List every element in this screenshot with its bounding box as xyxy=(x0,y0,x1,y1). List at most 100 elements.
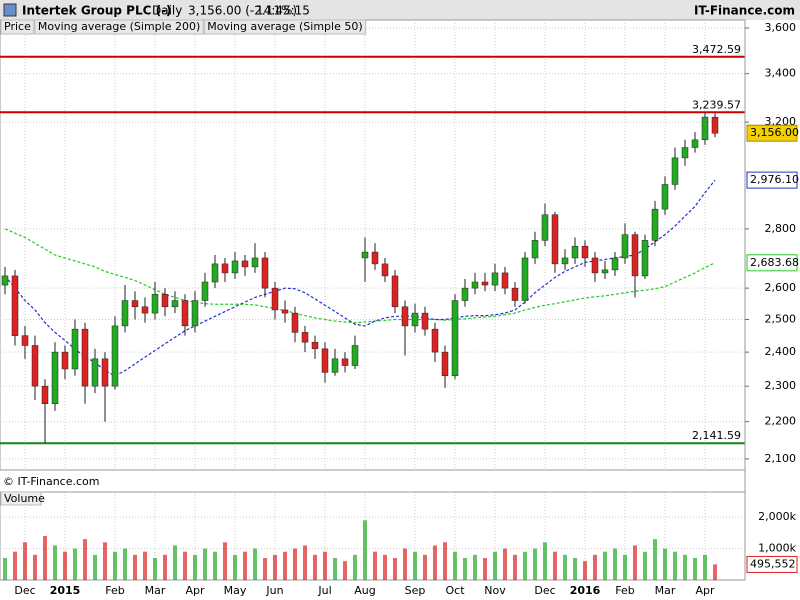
volume-bar xyxy=(283,551,287,580)
volume-bar xyxy=(653,539,657,580)
value-label-box xyxy=(746,555,798,573)
candle-body xyxy=(301,332,309,343)
legend-entry[interactable]: Price xyxy=(0,19,35,35)
candle-body xyxy=(501,272,509,289)
candle-body xyxy=(651,208,659,241)
candle-body xyxy=(711,116,719,134)
header-bar xyxy=(0,0,800,20)
candle-body xyxy=(241,260,249,268)
y-tick-label: 3,600 xyxy=(765,21,797,34)
volume-bar xyxy=(623,554,627,580)
candle-body xyxy=(261,257,269,289)
volume-bar xyxy=(603,551,607,580)
volume-bar xyxy=(143,551,147,580)
candle-body xyxy=(211,263,219,283)
volume-bar xyxy=(163,554,167,580)
level-label: 2,141.59 xyxy=(692,429,741,442)
x-tick-label: Dec xyxy=(14,584,35,597)
legend-box xyxy=(34,19,204,35)
volume-bar xyxy=(483,558,487,580)
volume-bar xyxy=(113,551,117,580)
volume-bar xyxy=(183,551,187,580)
volume-bar xyxy=(133,554,137,580)
last-price: 3,156.00 (-2.11%) xyxy=(188,4,297,18)
candle-body xyxy=(421,312,429,330)
value-label: 495,552 xyxy=(750,557,796,570)
candle-body xyxy=(531,240,539,259)
volume-bar xyxy=(93,554,97,580)
volume-bar xyxy=(553,551,557,580)
volume-bar xyxy=(323,551,327,580)
candle-body xyxy=(571,245,579,259)
candle-body xyxy=(111,325,119,387)
candle-body xyxy=(161,294,169,308)
candle-body xyxy=(51,351,59,404)
candle-body xyxy=(341,358,349,366)
volume-bar xyxy=(153,558,157,580)
value-label: 3,156.00 xyxy=(750,126,799,139)
time: 14:45:15 xyxy=(256,4,310,18)
y-tick-label: 2,000k xyxy=(758,510,796,523)
volume-bar xyxy=(693,558,697,580)
value-label-box xyxy=(746,171,798,189)
legend-entry[interactable]: Moving average (Simple 200) xyxy=(34,19,204,35)
volume-bar xyxy=(373,551,377,580)
x-tick-label: Jul xyxy=(317,584,331,597)
volume-bar xyxy=(493,551,497,580)
volume-bar xyxy=(433,545,437,580)
y-tick-label: 2,200 xyxy=(765,415,797,428)
moving-average xyxy=(4,228,716,324)
candle-body xyxy=(41,385,49,404)
menu-icon[interactable] xyxy=(3,3,17,17)
x-tick-label: Feb xyxy=(105,584,124,597)
volume-bar xyxy=(193,554,197,580)
x-tick-label: 2016 xyxy=(570,584,601,597)
volume-bar xyxy=(633,545,637,580)
y-tick-label: 1,000k xyxy=(758,542,796,555)
x-tick-label: Apr xyxy=(185,584,205,597)
volume-bar xyxy=(253,548,257,580)
candle-body xyxy=(511,287,519,301)
volume-bar xyxy=(563,554,567,580)
volume-bar xyxy=(13,551,17,580)
candle-body xyxy=(371,251,379,265)
candle-body xyxy=(131,300,139,308)
volume-bar xyxy=(533,548,537,580)
legend-entry[interactable]: Moving average (Simple 50) xyxy=(203,19,367,35)
legend-label: Price xyxy=(4,20,31,33)
candle-body xyxy=(401,306,409,327)
volume-bar xyxy=(423,554,427,580)
candle-body xyxy=(541,214,549,241)
candle-body xyxy=(451,300,459,377)
volume-bar xyxy=(353,554,357,580)
volume-bar xyxy=(673,551,677,580)
volume-bar xyxy=(523,551,527,580)
volume-title: Volume xyxy=(4,492,45,505)
volume-bar xyxy=(233,554,237,580)
legend-box xyxy=(0,19,35,35)
volume-bar xyxy=(103,542,107,580)
volume-bar xyxy=(613,548,617,580)
volume-bar xyxy=(203,548,207,580)
volume-bar xyxy=(243,551,247,580)
value-label: 2,683.68 xyxy=(750,256,799,269)
candle-body xyxy=(481,281,489,286)
x-tick-label: Sep xyxy=(405,584,426,597)
candle-body xyxy=(121,300,129,327)
candle-body xyxy=(321,348,329,373)
candle-body xyxy=(231,260,239,274)
volume-bar xyxy=(383,554,387,580)
candle-body xyxy=(431,328,439,353)
x-tick-label: Feb xyxy=(615,584,634,597)
y-tick-label: 2,300 xyxy=(765,379,797,392)
candle-body xyxy=(171,300,179,308)
candle-body xyxy=(331,358,339,373)
y-tick-label: 2,100 xyxy=(765,452,797,465)
volume-bar xyxy=(263,558,267,580)
candle-body xyxy=(611,257,619,271)
volume-bar xyxy=(543,542,547,580)
candle-body xyxy=(21,335,29,346)
x-tick-label: Oct xyxy=(445,584,465,597)
candle-body xyxy=(1,275,9,286)
value-label-box xyxy=(746,254,798,272)
